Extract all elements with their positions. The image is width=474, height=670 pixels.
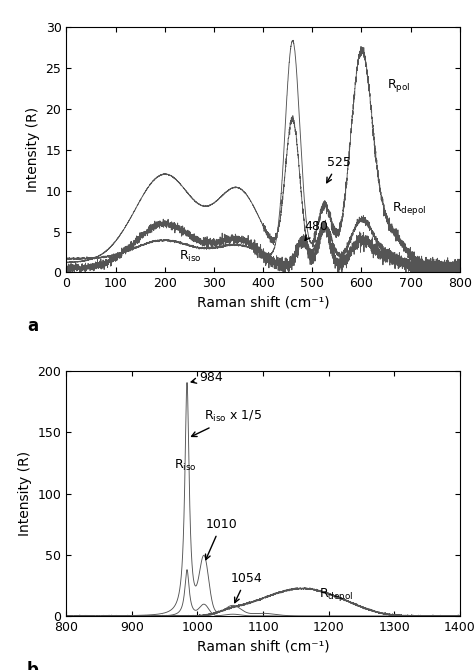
Text: 480: 480 [304, 220, 328, 241]
Y-axis label: Intensity (R): Intensity (R) [18, 451, 32, 536]
Text: R$_\mathrm{pol}$: R$_\mathrm{pol}$ [387, 77, 410, 94]
Text: 525: 525 [327, 156, 350, 183]
X-axis label: Raman shift (cm⁻¹): Raman shift (cm⁻¹) [197, 296, 329, 310]
X-axis label: Raman shift (cm⁻¹): Raman shift (cm⁻¹) [197, 640, 329, 654]
Text: R$_\mathrm{depol}$: R$_\mathrm{depol}$ [319, 586, 353, 603]
Text: R$_\mathrm{iso}$ x 1/5: R$_\mathrm{iso}$ x 1/5 [191, 409, 262, 436]
Text: 984: 984 [191, 371, 223, 383]
Text: 1054: 1054 [230, 572, 262, 602]
Text: R$_\mathrm{iso}$: R$_\mathrm{iso}$ [180, 249, 202, 264]
Text: b: b [27, 661, 39, 670]
Text: R$_\mathrm{iso}$: R$_\mathrm{iso}$ [174, 458, 197, 473]
Text: a: a [27, 317, 38, 335]
Text: R$_\mathrm{depol}$: R$_\mathrm{depol}$ [392, 200, 426, 217]
Y-axis label: Intensity (R): Intensity (R) [26, 107, 40, 192]
Text: 1010: 1010 [205, 518, 237, 559]
